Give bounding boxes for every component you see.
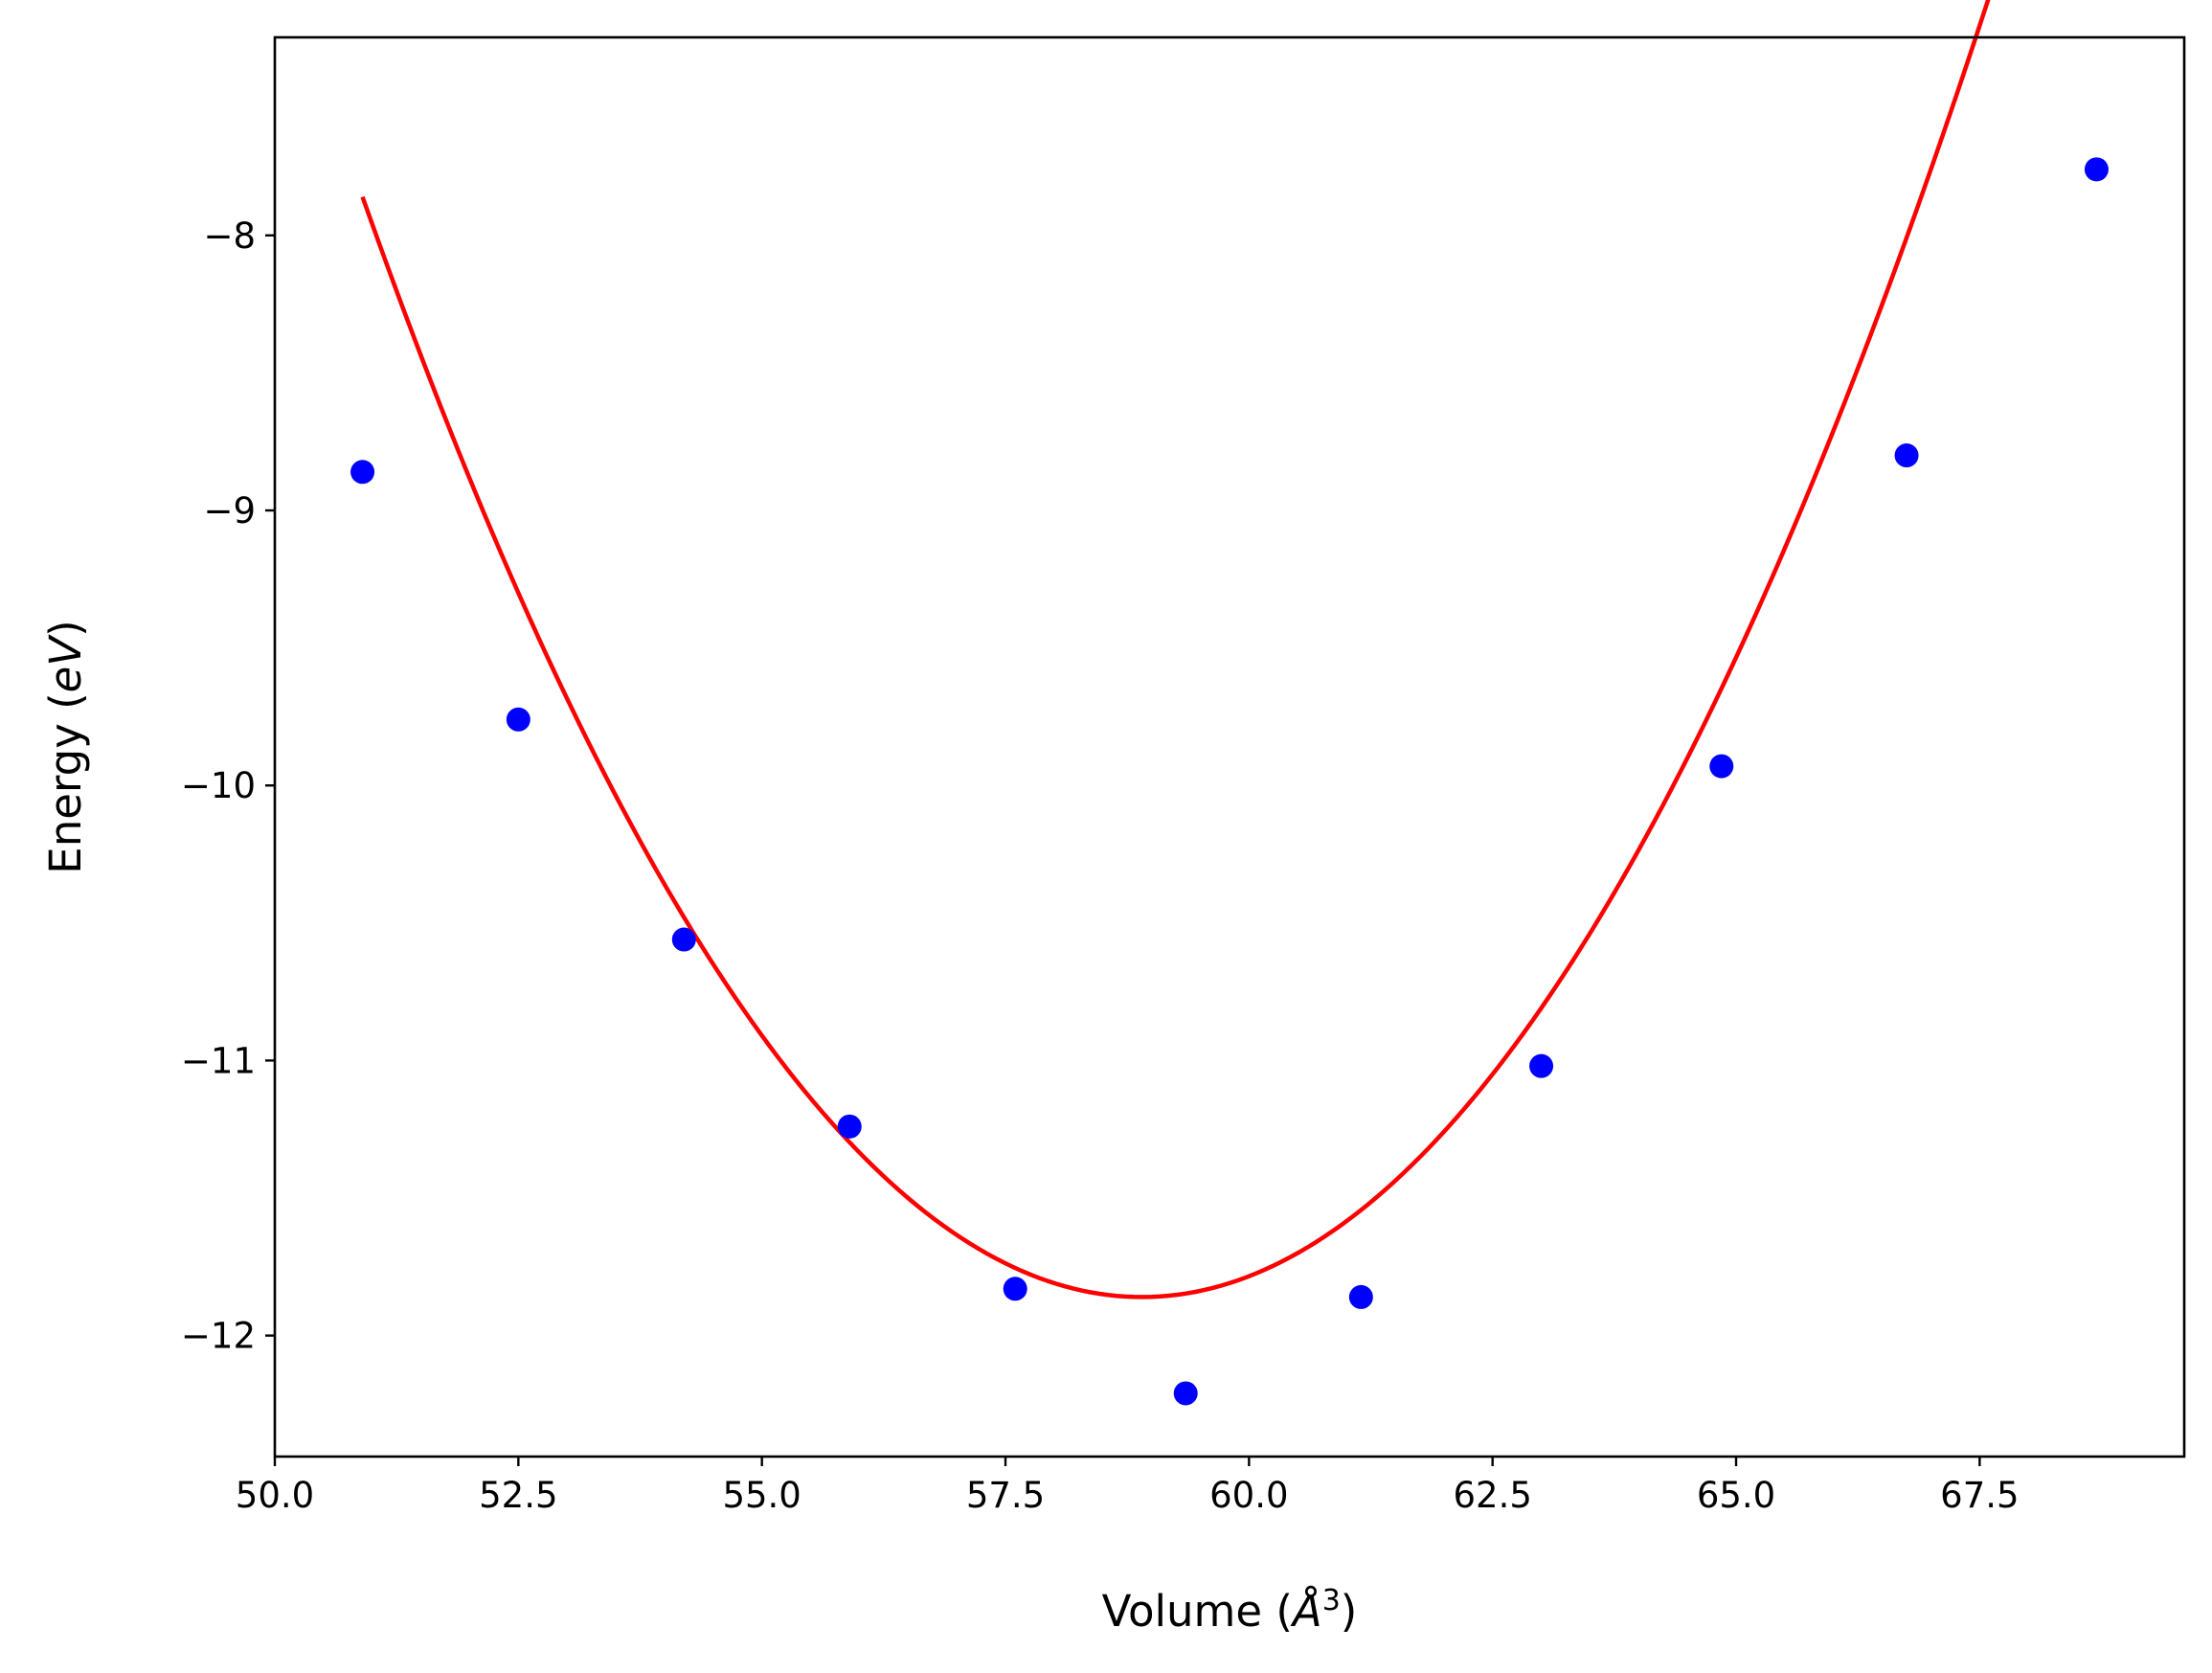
y-axis-title: Energy (eV) xyxy=(40,620,91,873)
y-tick-label: −9 xyxy=(203,490,256,531)
x-tick-label: 57.5 xyxy=(966,1475,1045,1516)
x-axis-title-suffix: ) xyxy=(1341,1586,1358,1637)
x-tick-label: 65.0 xyxy=(1697,1475,1775,1516)
y-tick-label: −8 xyxy=(203,215,256,257)
data-point xyxy=(350,460,375,485)
x-tick-label: 60.0 xyxy=(1209,1475,1288,1516)
data-point xyxy=(1173,1381,1198,1406)
data-point xyxy=(671,927,696,952)
y-axis-title-prefix: Energy ( xyxy=(40,692,91,873)
x-axis-title-prefix: Volume ( xyxy=(1102,1586,1293,1637)
data-point xyxy=(2084,157,2109,182)
data-point xyxy=(1894,443,1919,468)
fit-curve-line xyxy=(360,0,1991,1300)
x-tick-label: 55.0 xyxy=(722,1475,801,1516)
data-point xyxy=(1003,1277,1027,1301)
data-point xyxy=(837,1114,862,1139)
y-tick-label: −12 xyxy=(181,1316,256,1357)
x-axis-title: Volume (Å3) xyxy=(1102,1584,1358,1638)
x-axis-ticks: 50.0 52.5 55.0 57.5 60.0 62.5 65.0 67.5 xyxy=(236,1457,2020,1516)
data-point xyxy=(1348,1284,1373,1309)
x-tick-label: 67.5 xyxy=(1940,1475,2019,1516)
y-axis-title-unit: eV xyxy=(40,634,91,693)
x-axis-title-symbol: Å xyxy=(1290,1586,1322,1637)
x-axis-title-superscript: 3 xyxy=(1322,1584,1341,1617)
y-axis-ticks: −12 −11 −10 −9 −8 xyxy=(181,215,275,1357)
x-tick-label: 52.5 xyxy=(479,1475,557,1516)
y-axis-title-suffix: ) xyxy=(40,620,91,637)
y-tick-label: −11 xyxy=(181,1040,256,1081)
data-point xyxy=(506,707,530,732)
y-tick-label: −10 xyxy=(181,765,256,806)
data-point xyxy=(1709,754,1734,779)
plot-series xyxy=(350,0,2109,1406)
data-point xyxy=(1529,1053,1554,1078)
x-tick-label: 50.0 xyxy=(236,1475,314,1516)
x-tick-label: 62.5 xyxy=(1453,1475,1531,1516)
plot-frame xyxy=(273,35,2186,1458)
